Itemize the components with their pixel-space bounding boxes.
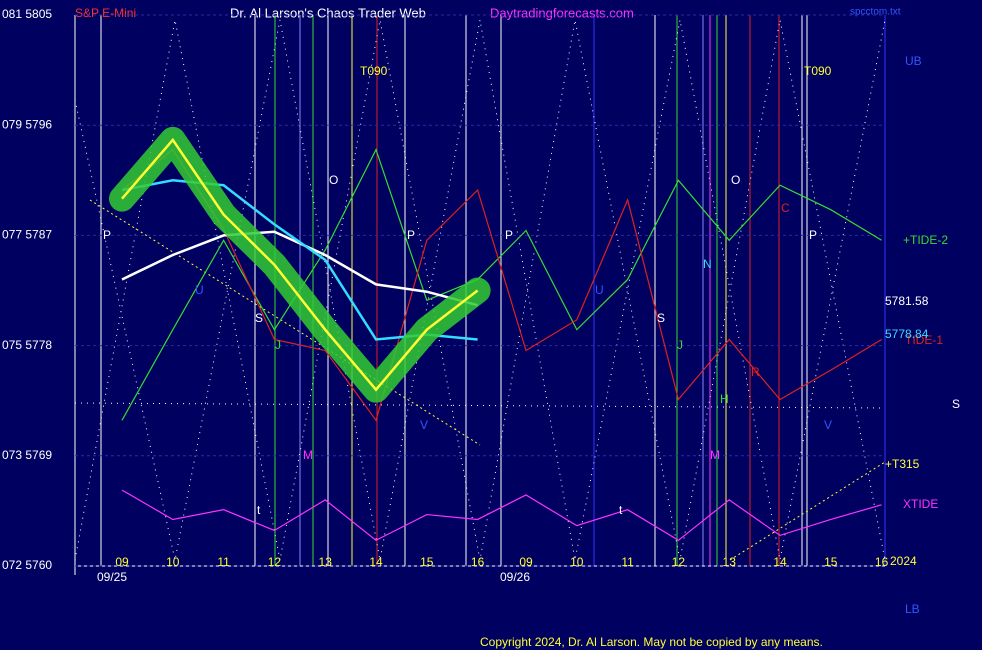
annotation: M [710, 448, 720, 462]
annotation: M [303, 448, 313, 462]
annotation: H [720, 392, 729, 406]
date-label: 09/26 [500, 570, 530, 584]
x-tick-label: 13 [319, 555, 333, 569]
x-tick-label: 15 [420, 555, 434, 569]
trend-line [729, 461, 886, 561]
annotation: P [103, 228, 111, 242]
annotation: V [824, 418, 832, 432]
x-tick-label: 14 [773, 555, 787, 569]
annotation: t [257, 503, 261, 517]
annotation: T090 [804, 64, 832, 78]
side-label: LB [905, 602, 920, 616]
x-tick-label: 12 [268, 555, 282, 569]
x-tick-label: 12 [672, 555, 686, 569]
y-tick-label: 081 5805 [2, 7, 52, 21]
trend-line [89, 199, 481, 446]
x-tick-label: 09 [115, 555, 129, 569]
series-label: XTIDE [903, 497, 938, 511]
y-tick-label: 073 5769 [2, 448, 52, 462]
series-line [121, 137, 479, 392]
subtitle: S&P E-Mini [75, 6, 136, 20]
file-name: spcctom.txt [850, 7, 901, 18]
side-label: 2024 [890, 554, 917, 568]
series-label: +TIDE-2 [903, 233, 948, 247]
annotation: P [505, 228, 513, 242]
annotation: C [781, 201, 790, 215]
series-line [121, 489, 882, 542]
annotation: S [255, 311, 263, 325]
date-label: 09/25 [97, 570, 127, 584]
y-tick-label: 075 5778 [2, 338, 52, 352]
side-label: 5778.84 [885, 327, 929, 341]
y-tick-label: 079 5796 [2, 117, 52, 131]
side-label: +T315 [885, 457, 920, 471]
side-label: UB [905, 54, 922, 68]
annotation: t [619, 503, 623, 517]
annotation: U [195, 283, 204, 297]
x-tick-label: 10 [166, 555, 180, 569]
x-tick-label: 11 [217, 555, 230, 569]
x-tick-label: 13 [723, 555, 737, 569]
annotation: R [751, 365, 760, 379]
chart-title: Dr. Al Larson's Chaos Trader Web [230, 5, 426, 20]
y-tick-label: 077 5787 [2, 228, 52, 242]
x-tick-label: 14 [369, 555, 383, 569]
website: Daytradingforecasts.com [490, 5, 634, 20]
annotation: O [329, 173, 338, 187]
series-line [121, 148, 882, 422]
side-label: S [952, 397, 960, 411]
y-tick-label: 072 5760 [2, 558, 52, 572]
x-tick-label: 10 [570, 555, 584, 569]
x-tick-label: 16 [875, 555, 889, 569]
x-tick-label: 15 [824, 555, 838, 569]
series-label: TIDE-1 [905, 333, 943, 347]
x-tick-label: 09 [519, 555, 533, 569]
annotation: P [407, 228, 415, 242]
annotation: S [657, 311, 665, 325]
annotation: N [703, 257, 712, 271]
annotation: T090 [360, 64, 388, 78]
x-tick-label: 11 [621, 555, 634, 569]
side-label: 5781.58 [885, 294, 929, 308]
x-tick-label: 16 [471, 555, 485, 569]
annotation: U [595, 283, 604, 297]
annotation: O [731, 173, 740, 187]
copyright: Copyright 2024, Dr. Al Larson. May not b… [480, 635, 823, 649]
annotation: J [677, 338, 683, 352]
annotation: J [275, 338, 281, 352]
annotation: P [809, 228, 817, 242]
annotation: V [420, 418, 428, 432]
